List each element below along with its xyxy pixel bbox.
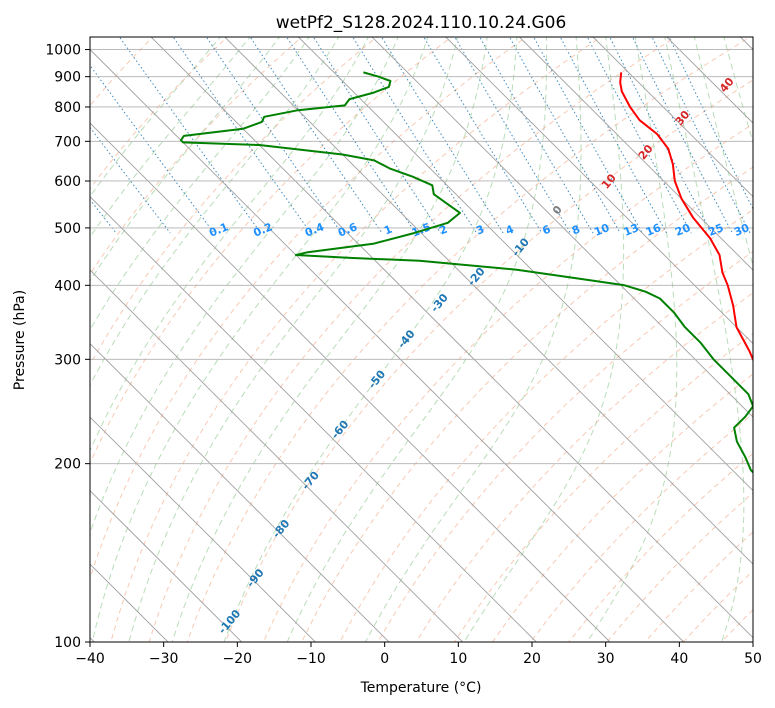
mixing-ratio-line	[312, 37, 441, 234]
isotherm-line	[90, 489, 243, 642]
adiabat-label: 10	[592, 221, 611, 239]
mixing-ratio-line	[668, 37, 753, 210]
isotherm-line	[592, 37, 753, 198]
adiabat-label: 1	[382, 223, 394, 238]
isotherm-line	[90, 416, 316, 642]
mixing-ratio-line	[172, 37, 312, 234]
dry-adiabat-line	[90, 37, 528, 581]
skewed-isotherms	[90, 37, 753, 642]
x-axis-title: Temperature (°C)	[360, 680, 482, 696]
x-tick-label: 50	[744, 651, 762, 667]
profile-series	[179, 71, 753, 474]
mixing-ratio-line	[423, 37, 543, 234]
moist-adiabat-line	[90, 37, 399, 535]
adiabat-label: 2	[437, 223, 449, 238]
isotherm-line	[90, 342, 390, 642]
dry-adiabat-line	[263, 123, 753, 642]
y-tick-label: 600	[54, 174, 81, 190]
y-tick-label: 800	[54, 100, 81, 116]
dry-adiabat-line	[453, 332, 753, 642]
chart-title: wetPf2_S128.2024.110.10.24.G06	[276, 13, 567, 33]
y-axis-ticks: 100 200 300 400 500 600 700 800 900 1000	[45, 43, 90, 651]
x-tick-label: 10	[449, 651, 467, 667]
isotherm-line	[90, 269, 464, 642]
x-tick-label: 20	[523, 651, 541, 667]
isotherm-line	[518, 37, 753, 271]
dry-adiabat-line	[90, 37, 303, 276]
x-tick-label: 40	[670, 651, 688, 667]
y-tick-label: 700	[54, 134, 81, 150]
x-tick-label: −10	[296, 651, 326, 667]
mixing-ratio-line	[454, 37, 571, 234]
mixing-ratio-line	[508, 37, 621, 234]
x-tick-label: −20	[223, 651, 253, 667]
mixing-ratio-line	[586, 37, 692, 234]
mixing-ratio-lines	[90, 37, 753, 234]
dry-adiabat-line	[186, 37, 752, 642]
x-tick-label: −40	[75, 651, 105, 667]
y-tick-label: 500	[54, 221, 81, 237]
isotherm-line	[90, 195, 537, 642]
mixing-ratio-line	[286, 37, 417, 234]
y-tick-label: 400	[54, 278, 81, 294]
dry-adiabat-line	[339, 209, 753, 642]
y-tick-label: 900	[54, 70, 81, 86]
x-tick-label: −30	[149, 651, 179, 667]
dry-adiabat-line	[90, 37, 453, 465]
dewpoint-profile-line	[179, 71, 753, 474]
x-tick-label: 0	[380, 651, 389, 667]
adiabat-label: 25	[706, 221, 725, 239]
isotherm-line	[297, 37, 753, 492]
isotherm-line	[150, 37, 753, 639]
adiabat-label: 16	[644, 221, 663, 239]
mixing-ratio-line	[205, 37, 343, 234]
isotherm-line	[371, 37, 753, 418]
isotherm-line	[90, 122, 611, 642]
isotherm-line	[224, 37, 753, 565]
isotherm-line	[90, 48, 685, 642]
moist-adiabat-line	[90, 37, 369, 452]
mixing-ratio-line	[352, 37, 478, 234]
adiabat-label: 30	[732, 221, 751, 239]
y-tick-label: 300	[54, 352, 81, 368]
y-tick-label: 200	[54, 457, 81, 473]
adiabat-label: 3	[474, 223, 486, 238]
moist-adiabat-line	[90, 37, 281, 282]
isobar-gridlines	[90, 49, 753, 642]
moist-adiabat-line	[90, 37, 340, 387]
temperature-profile-line	[619, 72, 753, 362]
dry-adiabat-line	[301, 166, 753, 642]
x-tick-label: 30	[597, 651, 615, 667]
y-tick-label: 1000	[45, 43, 81, 59]
mixing-ratio-line	[249, 37, 383, 234]
adiabat-label: 8	[570, 223, 582, 238]
plot-frame	[89, 36, 754, 643]
moist-adiabat-line	[90, 37, 251, 238]
dry-adiabat-line	[415, 292, 753, 642]
dry-adiabat-line	[224, 79, 753, 642]
y-axis-title: Pressure (hPa)	[12, 290, 28, 390]
x-axis-ticks: −40 −30 −20 −10 0 10 20 30 40 50	[75, 642, 762, 667]
adiabat-label: 20	[673, 221, 692, 239]
y-tick-label: 100	[54, 635, 81, 651]
adiabat-label: 13	[622, 221, 641, 239]
mixing-ratio-line	[381, 37, 504, 234]
